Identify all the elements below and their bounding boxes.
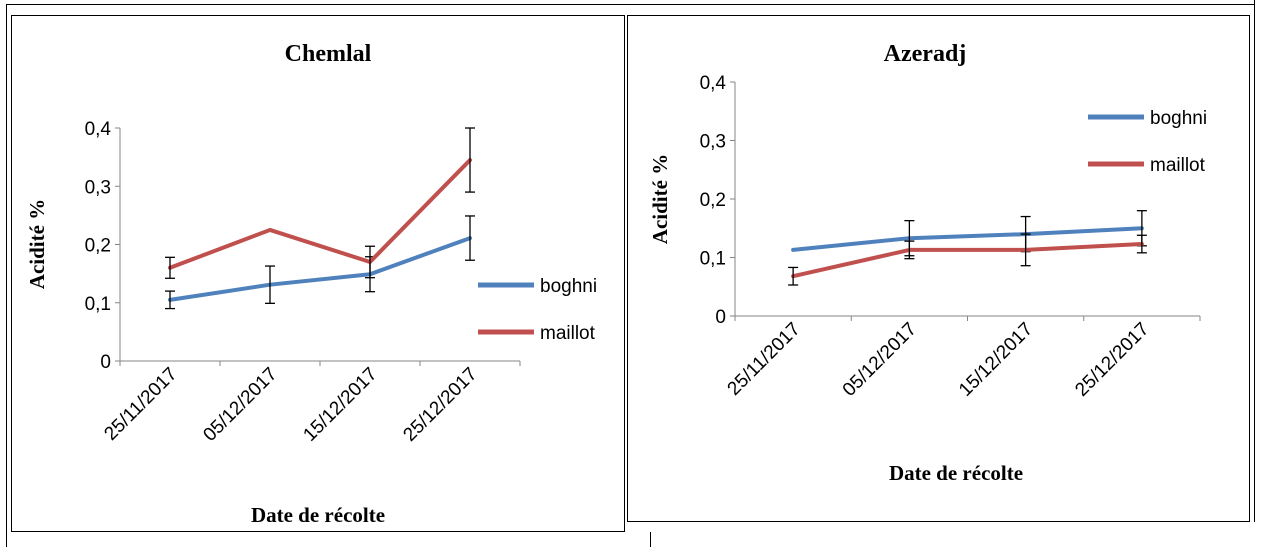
chart-azeradj: Azeradj Acidité % Date de récolte 0 0,1 0,…	[648, 41, 1207, 485]
chart-chemlal: Chemlal Acidité % Date de récolte 0 0,1 0,…	[25, 41, 597, 527]
y-tick-label: 0,1	[85, 294, 111, 315]
chart-title: Chemlal	[285, 41, 372, 67]
chart-border-azeradj	[627, 15, 1250, 522]
y-tick-label: 0,4	[85, 119, 112, 140]
x-axis-label: Date de récolte	[889, 461, 1023, 485]
legend-label-maillot: maillot	[1150, 155, 1206, 176]
y-tick-label: 0,1	[700, 249, 726, 270]
y-axis-label: Acidité %	[25, 199, 49, 289]
y-tick-label: 0,2	[85, 236, 111, 257]
x-tick-label: 25/12/2017	[1071, 319, 1153, 401]
chart-title: Azeradj	[884, 41, 967, 67]
x-tick-label: 15/12/2017	[299, 364, 381, 446]
legend-label-maillot: maillot	[540, 323, 596, 344]
series-line-maillot	[168, 158, 472, 270]
series-line-maillot	[791, 242, 1144, 279]
y-tick-label: 0	[100, 352, 111, 373]
series-line-boghni	[791, 226, 1144, 252]
y-tick-label: 0,3	[85, 177, 111, 198]
x-tick-label: 25/11/2017	[724, 319, 805, 400]
legend-label-boghni: boghni	[1150, 108, 1207, 129]
y-tick-label: 0,2	[700, 190, 726, 211]
x-tick-label: 05/12/2017	[839, 319, 921, 401]
chart-border-chemlal	[11, 15, 625, 532]
x-tick-label: 05/12/2017	[199, 364, 281, 446]
x-tick-label: 25/11/2017	[100, 364, 181, 445]
legend-label-boghni: boghni	[540, 276, 597, 297]
x-tick-label: 15/12/2017	[955, 319, 1037, 401]
x-axis-label: Date de récolte	[251, 503, 385, 527]
y-tick-label: 0,3	[700, 132, 726, 153]
series-line-boghni	[168, 236, 472, 302]
y-tick-label: 0	[715, 307, 726, 328]
x-tick-label: 25/12/2017	[399, 364, 481, 446]
y-tick-label: 0,4	[700, 73, 727, 94]
y-axis-label: Acidité %	[648, 154, 672, 244]
